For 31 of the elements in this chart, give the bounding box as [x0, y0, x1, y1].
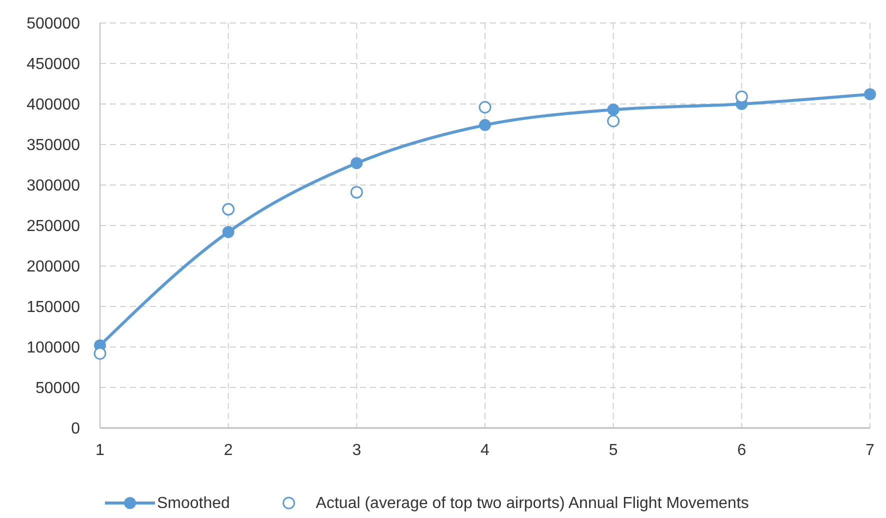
y-tick-label: 500000: [26, 16, 80, 33]
point: [607, 114, 620, 128]
y-tick-label: 350000: [26, 137, 80, 154]
x-tick-label: 7: [866, 442, 875, 459]
x-tick-label: 6: [737, 442, 746, 459]
x-tick-label: 3: [352, 442, 362, 459]
y-tick-label: 100000: [26, 340, 80, 357]
x-tick-label: 4: [480, 442, 490, 459]
point: [479, 119, 491, 132]
legend-label: Actual (average of top two airports) Annual Flight Movements: [316, 495, 749, 512]
x-tick-label: 5: [608, 442, 618, 459]
y-tick-label: 0: [71, 420, 80, 438]
legend-label: Smoothed: [157, 495, 230, 512]
y-tick-label: 300000: [26, 178, 80, 195]
point: [864, 88, 876, 100]
point: [222, 203, 235, 216]
y-tick-label: 400000: [26, 96, 80, 114]
point: [222, 226, 234, 238]
y-tick-label: 250000: [26, 218, 80, 236]
y-tick-label: 50000: [36, 380, 80, 398]
point: [735, 90, 748, 103]
point: [350, 186, 363, 199]
x-tick-label: 1: [96, 442, 105, 459]
point: [478, 100, 492, 114]
y-tick-label: 200000: [26, 258, 80, 276]
point: [94, 347, 106, 360]
y-tick-label: 450000: [26, 56, 80, 74]
point: [350, 157, 363, 170]
y-tick-label: 150000: [26, 299, 80, 316]
point: [607, 104, 620, 116]
x-tick-label: 2: [224, 442, 233, 459]
